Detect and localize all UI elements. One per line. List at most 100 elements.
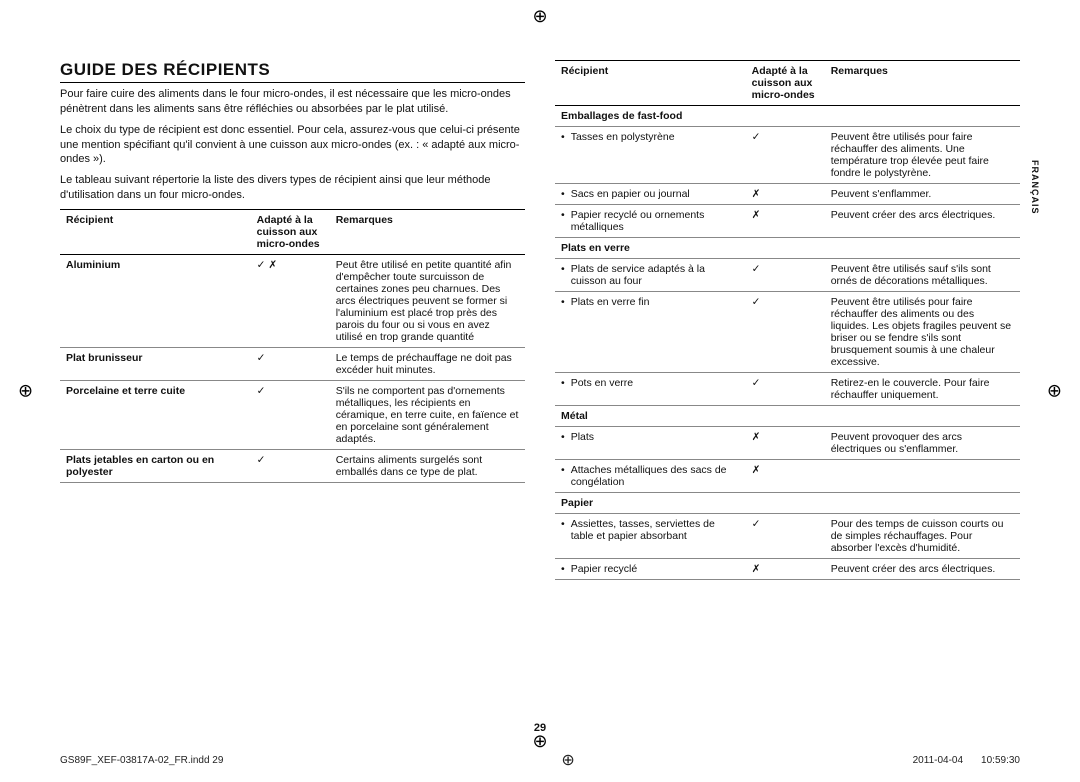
- suitable-cell: ✗: [746, 427, 825, 460]
- recipient-cell: •Assiettes, tasses, serviettes de table …: [555, 514, 746, 559]
- recipient-cell: Plat brunisseur: [60, 347, 251, 380]
- recipient-cell: • Plats en verre fin: [555, 292, 746, 373]
- table-row: • Tasses en polystyrène ✓Peuvent être util…: [555, 127, 1020, 184]
- bullet-icon: •: [561, 464, 565, 488]
- remarks-cell: S'ils ne comportent pas d'ornements méta…: [330, 380, 525, 449]
- remarks-cell: Certains aliments surgelés sont emballés…: [330, 449, 525, 482]
- recipient-cell: •Attaches métalliques des sacs de congél…: [555, 460, 746, 493]
- print-footer: GS89F_XEF-03817A-02_FR.indd 29 ⊕ 2011-04…: [60, 750, 1020, 770]
- table-row: •Sacs en papier ou journal✗Peuvent s'enf…: [555, 184, 1020, 205]
- recipient-cell: Porcelaine et terre cuite: [60, 380, 251, 449]
- table-row: •Assiettes, tasses, serviettes de table …: [555, 514, 1020, 559]
- recipient-name: Plats de service adaptés à la cuisson au…: [571, 263, 740, 287]
- table-row: Porcelaine et terre cuite✓S'ils ne compo…: [60, 380, 525, 449]
- recipient-name: Papier recyclé: [571, 563, 740, 575]
- table-row: •Plats de service adaptés à la cuisson a…: [555, 259, 1020, 292]
- bullet-icon: •: [561, 518, 565, 542]
- table-row: • Papier recyclé ✗Peuvent créer des arcs é…: [555, 559, 1020, 580]
- bullet-icon: •: [561, 296, 565, 308]
- page-number: 29: [534, 722, 546, 734]
- intro-paragraph: Le choix du type de récipient est donc e…: [60, 123, 525, 168]
- category-label: Métal: [555, 406, 746, 427]
- remarks-cell: Peuvent s'enflammer.: [825, 184, 1020, 205]
- intro-paragraph: Pour faire cuire des aliments dans le fo…: [60, 87, 525, 117]
- suitable-cell: ✗: [746, 559, 825, 580]
- remarks-cell: Peuvent être utilisés pour faire réchauf…: [825, 127, 1020, 184]
- recipient-name: Papier recyclé ou ornements métalliques: [571, 209, 740, 233]
- cookware-table-left: Récipient Adapté à la cuisson aux micro-…: [60, 209, 525, 483]
- recipient-name: Sacs en papier ou journal: [571, 188, 740, 200]
- remarks-cell: Peuvent être utilisés sauf s'ils sont or…: [825, 259, 1020, 292]
- footer-date: 2011-04-04: [913, 755, 963, 766]
- recipient-cell: • Pots en verre: [555, 373, 746, 406]
- recipient-cell: • Tasses en polystyrène: [555, 127, 746, 184]
- bullet-icon: •: [561, 563, 565, 575]
- two-column-layout: GUIDE DES RÉCIPIENTS Pour faire cuire de…: [60, 60, 1020, 580]
- table-row: Emballages de fast-food: [555, 106, 1020, 127]
- table-row: •Papier recyclé ou ornements métalliques…: [555, 205, 1020, 238]
- table-header-recipient: Récipient: [60, 209, 251, 254]
- suitable-cell: ✓: [746, 127, 825, 184]
- crop-mark-bottom-icon: ⊕: [532, 731, 547, 752]
- table-row: •Attaches métalliques des sacs de congél…: [555, 460, 1020, 493]
- remarks-cell: Peuvent créer des arcs électriques.: [825, 559, 1020, 580]
- suitable-cell: ✓: [746, 514, 825, 559]
- recipient-cell: •Papier recyclé ou ornements métalliques: [555, 205, 746, 238]
- recipient-name: Tasses en polystyrène: [571, 131, 740, 143]
- table-row: Métal: [555, 406, 1020, 427]
- remarks-cell: Retirez-en le couvercle. Pour faire réch…: [825, 373, 1020, 406]
- table-header-remarks: Remarques: [330, 209, 525, 254]
- bullet-icon: •: [561, 263, 565, 287]
- bullet-icon: •: [561, 188, 565, 200]
- table-header-suitable: Adapté à la cuisson aux micro-ondes: [251, 209, 330, 254]
- recipient-name: Attaches métalliques des sacs de congéla…: [571, 464, 740, 488]
- table-row: Plat brunisseur✓Le temps de préchauffage…: [60, 347, 525, 380]
- recipient-name: Pots en verre: [571, 377, 740, 389]
- table-header-suitable: Adapté à la cuisson aux micro-ondes: [746, 61, 825, 106]
- cookware-table-right: Récipient Adapté à la cuisson aux micro-…: [555, 60, 1020, 580]
- suitable-cell: ✓: [251, 449, 330, 482]
- right-column: Récipient Adapté à la cuisson aux micro-…: [555, 60, 1020, 580]
- category-label: Papier: [555, 493, 746, 514]
- table-row: • Plats ✗Peuvent provoquer des arcs électr…: [555, 427, 1020, 460]
- bullet-icon: •: [561, 131, 565, 143]
- bullet-icon: •: [561, 377, 565, 389]
- remarks-cell: Peuvent créer des arcs électriques.: [825, 205, 1020, 238]
- suitable-cell: ✓: [251, 380, 330, 449]
- category-label: Emballages de fast-food: [555, 106, 746, 127]
- manual-page: ⊕ ⊕ ⊕ ⊕ FRANÇAIS GUIDE DES RÉCIPIENTS Po…: [0, 0, 1080, 782]
- table-row: Plats jetables en carton ou en polyester…: [60, 449, 525, 482]
- recipient-cell: • Papier recyclé: [555, 559, 746, 580]
- bullet-icon: •: [561, 209, 565, 233]
- bullet-icon: •: [561, 431, 565, 443]
- language-tab: FRANÇAIS: [1030, 160, 1040, 215]
- suitable-cell: ✓ ✗: [251, 254, 330, 347]
- suitable-cell: ✗: [746, 460, 825, 493]
- recipient-name: Plats: [571, 431, 740, 443]
- left-column: GUIDE DES RÉCIPIENTS Pour faire cuire de…: [60, 60, 525, 580]
- crop-mark-footer-icon: ⊕: [561, 750, 574, 770]
- footer-filename: GS89F_XEF-03817A-02_FR.indd 29: [60, 755, 223, 766]
- crop-mark-right-icon: ⊕: [1047, 381, 1062, 402]
- remarks-cell: Le temps de préchauffage ne doit pas exc…: [330, 347, 525, 380]
- table-row: • Pots en verre ✓Retirez-en le couvercle. …: [555, 373, 1020, 406]
- remarks-cell: [825, 460, 1020, 493]
- table-row: Aluminium✓ ✗Peut être utilisé en petite …: [60, 254, 525, 347]
- remarks-cell: Peut être utilisé en petite quantité afi…: [330, 254, 525, 347]
- suitable-cell: ✓: [746, 373, 825, 406]
- table-header-remarks: Remarques: [825, 61, 1020, 106]
- suitable-cell: ✓: [746, 292, 825, 373]
- table-header-recipient: Récipient: [555, 61, 746, 106]
- category-label: Plats en verre: [555, 238, 746, 259]
- crop-mark-top-icon: ⊕: [532, 6, 547, 27]
- crop-mark-left-icon: ⊕: [18, 381, 33, 402]
- recipient-cell: Plats jetables en carton ou en polyester: [60, 449, 251, 482]
- remarks-cell: Peuvent provoquer des arcs électriques o…: [825, 427, 1020, 460]
- table-row: Papier: [555, 493, 1020, 514]
- recipient-cell: • Plats: [555, 427, 746, 460]
- table-row: •Plats en verre fin✓Peuvent être utilisé…: [555, 292, 1020, 373]
- recipient-name: Plats en verre fin: [571, 296, 740, 308]
- table-row: Plats en verre: [555, 238, 1020, 259]
- remarks-cell: Pour des temps de cuisson courts ou de s…: [825, 514, 1020, 559]
- suitable-cell: ✓: [251, 347, 330, 380]
